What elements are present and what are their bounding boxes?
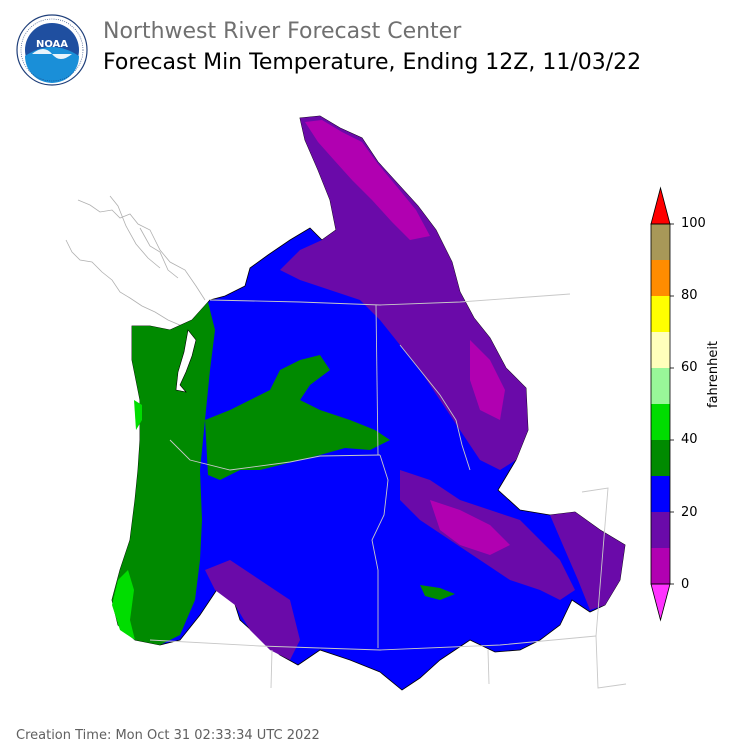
basin-zone-40-50-coast xyxy=(112,570,135,640)
legend-0-10 xyxy=(651,548,670,584)
puget-sound xyxy=(175,329,197,393)
basin-zone-40-50-wa-coast xyxy=(134,400,142,430)
noaa-logo-text: NOAA xyxy=(36,39,68,50)
legend-30-40 xyxy=(651,440,670,476)
legend-tick-60: 60 xyxy=(681,360,698,375)
legend-tick-80: 80 xyxy=(681,288,698,303)
legend-10-20 xyxy=(651,512,670,548)
basin-zone-10-20-southwest xyxy=(205,560,300,660)
basin-zone-0-10-montana xyxy=(470,340,505,420)
legend-below-0 xyxy=(650,583,671,622)
legend-80-90 xyxy=(651,260,670,296)
agency-title: Northwest River Forecast Center xyxy=(103,19,462,44)
creation-time: Creation Time: Mon Oct 31 02:33:34 UTC 2… xyxy=(16,728,320,743)
basin-zone-30-40-columbia xyxy=(205,355,390,480)
coastline-outline xyxy=(65,195,206,343)
basin-zone-10-20-east xyxy=(550,512,625,610)
basin-zone-0-10-idaho xyxy=(430,500,510,555)
legend-tick-40: 40 xyxy=(681,432,698,447)
basin-zone-10-20-north xyxy=(280,116,528,470)
legend-70-80 xyxy=(651,296,670,332)
basin-zone-30-40-west xyxy=(112,302,215,645)
basin-zone-0-10-north xyxy=(305,120,430,240)
noaa-logo: NOAA xyxy=(16,14,88,86)
political-borders xyxy=(149,293,627,689)
legend-tick-100: 100 xyxy=(681,216,706,231)
legend-60-70 xyxy=(651,332,670,368)
legend-tick-20: 20 xyxy=(681,505,698,520)
map-title: Forecast Min Temperature, Ending 12Z, 11… xyxy=(103,50,642,75)
legend-unit-label: fahrenheit xyxy=(706,340,721,408)
temperature-legend xyxy=(650,186,674,622)
legend-90-100 xyxy=(651,224,670,260)
legend-40-50 xyxy=(651,404,670,440)
legend-50-60 xyxy=(651,368,670,404)
basin-zone-30-40-snake xyxy=(420,585,455,600)
legend-tick-0: 0 xyxy=(681,577,690,592)
legend-20-30 xyxy=(651,476,670,512)
legend-above-100-arrow xyxy=(650,186,671,225)
